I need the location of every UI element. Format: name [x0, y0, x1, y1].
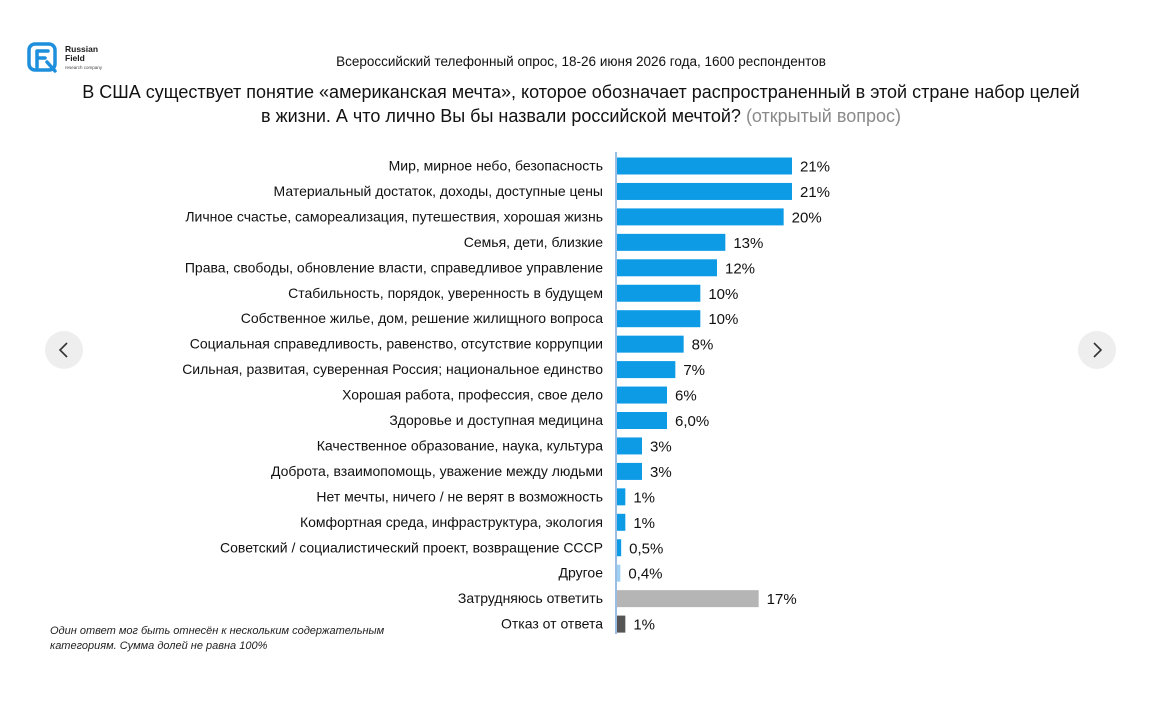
data-label: 6,0%: [675, 413, 709, 430]
chart-subtitle: Всероссийский телефонный опрос, 18-26 ию…: [336, 54, 826, 69]
next-slide-button[interactable]: [1078, 331, 1116, 369]
category-label: Социальная справедливость, равенство, от…: [190, 336, 603, 352]
data-label: 1%: [633, 617, 655, 634]
category-label: Качественное образование, наука, культур…: [317, 437, 603, 453]
category-label: Хорошая работа, профессия, свое дело: [342, 387, 603, 403]
brand-name: Russian Field: [65, 45, 98, 63]
data-label: 1%: [633, 489, 655, 506]
category-label: Доброта, взаимопомощь, уважение между лю…: [271, 463, 603, 479]
data-label: 12%: [725, 260, 755, 277]
chart-title-note: (открытый вопрос): [745, 106, 901, 126]
bar: [617, 462, 642, 480]
previous-slide-button[interactable]: [45, 331, 83, 369]
data-label: 10%: [708, 311, 738, 328]
category-label: Советский / социалистический проект, воз…: [220, 539, 603, 555]
category-label: Затрудняюсь ответить: [458, 590, 603, 606]
chart-title-text: В США существует понятие «американская м…: [82, 82, 1080, 126]
bar: [617, 208, 784, 226]
chart-title: В США существует понятие «американская м…: [80, 80, 1082, 128]
bar: [617, 182, 792, 200]
bar: [617, 361, 676, 379]
bar: [617, 233, 726, 251]
bar: [617, 259, 717, 277]
category-label: Отказ от ответа: [501, 616, 603, 632]
bar: [617, 539, 622, 557]
category-label: Семья, дети, близкие: [464, 234, 603, 250]
data-label: 21%: [800, 184, 830, 201]
data-label: 3%: [650, 438, 672, 455]
category-label: Личное счастье, самореализация, путешест…: [185, 208, 603, 224]
bar: [617, 590, 759, 608]
bar: [617, 615, 626, 633]
data-label: 7%: [683, 362, 705, 379]
data-label: 8%: [692, 337, 714, 354]
data-label: 20%: [792, 209, 822, 226]
category-label: Нет мечты, ничего / не верят в возможнос…: [316, 488, 603, 504]
bar: [617, 513, 626, 531]
bar: [617, 335, 684, 353]
data-label: 0,4%: [628, 566, 662, 583]
category-label: Сильная, развитая, суверенная Россия; на…: [182, 361, 603, 377]
bar: [617, 488, 626, 506]
category-label: Собственное жилье, дом, решение жилищног…: [241, 310, 603, 326]
data-label: 0,5%: [629, 540, 663, 557]
category-label: Мир, мирное небо, безопасность: [389, 158, 603, 174]
bar: [617, 437, 642, 455]
data-label: 1%: [633, 515, 655, 532]
category-label: Другое: [559, 565, 604, 581]
category-label: Материальный достаток, доходы, доступные…: [274, 183, 603, 199]
data-label: 13%: [733, 235, 763, 252]
bar: [617, 157, 792, 175]
russian-field-logo-icon: [27, 42, 57, 73]
brand-name-line2: Field: [65, 53, 85, 63]
data-label: 3%: [650, 464, 672, 481]
category-label: Права, свободы, обновление власти, справ…: [185, 259, 603, 275]
category-label: Стабильность, порядок, уверенность в буд…: [288, 285, 603, 301]
brand-logo: Russian Field research company: [27, 40, 147, 80]
data-label: 10%: [708, 286, 738, 303]
category-label: Комфортная среда, инфраструктура, эколог…: [300, 514, 603, 530]
brand-tagline: research company: [65, 65, 103, 70]
footnote: Один ответ мог быть отнесён к нескольким…: [50, 625, 385, 652]
data-label: 17%: [767, 591, 797, 608]
category-label: Здоровье и доступная медицина: [389, 412, 603, 428]
bar: [617, 284, 701, 302]
brand-name-line1: Russian: [65, 44, 99, 54]
chevron-left-icon: [58, 342, 68, 358]
data-label: 6%: [675, 388, 697, 405]
bar: [617, 310, 701, 328]
bar: [617, 564, 621, 582]
bar: [617, 412, 667, 429]
chevron-right-icon: [1093, 342, 1103, 358]
data-label: 21%: [800, 159, 830, 176]
bar: [617, 386, 667, 404]
